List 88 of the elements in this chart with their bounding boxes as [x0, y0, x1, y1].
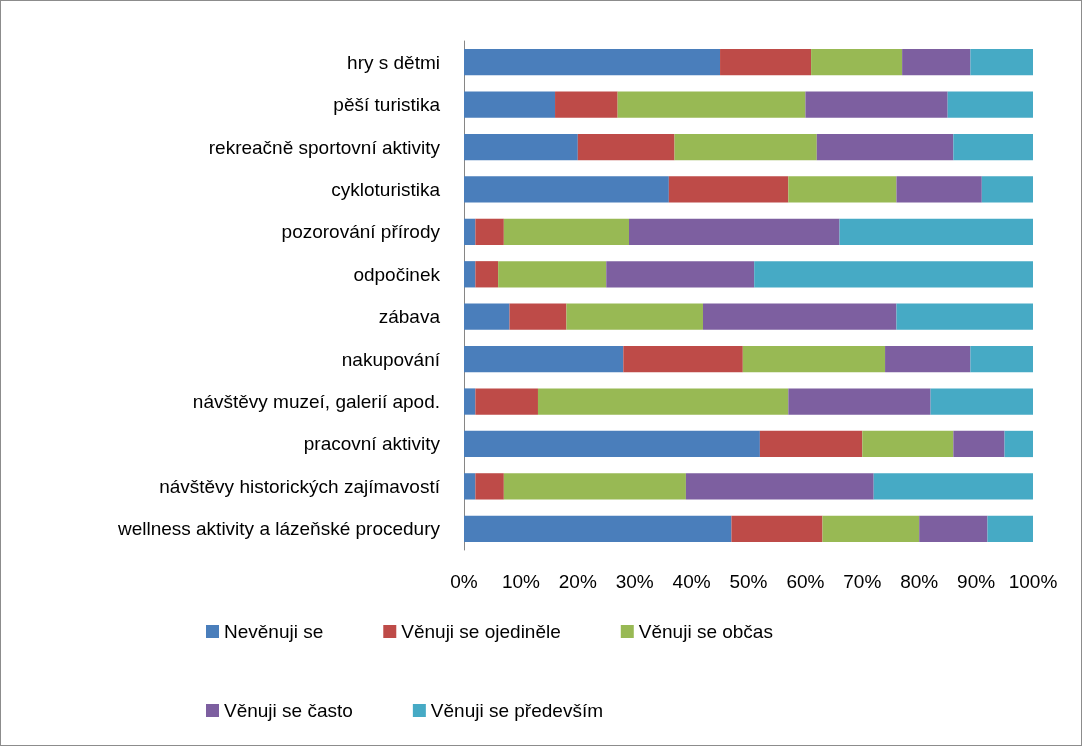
bar [464, 388, 476, 415]
bar [685, 473, 874, 500]
bar [759, 430, 863, 458]
bar [896, 176, 982, 203]
bar [953, 133, 1033, 161]
bar [606, 261, 755, 288]
bar [475, 473, 504, 500]
x-tick-label: 30% [615, 571, 654, 592]
y-tick-label: rekreačně sportovní aktivity [208, 136, 441, 158]
bar [668, 176, 789, 203]
legend-label: Věnuji se především [430, 700, 604, 721]
bar [947, 91, 1033, 118]
bar [464, 430, 760, 458]
x-tick-label: 40% [672, 571, 711, 592]
bar [987, 515, 1033, 542]
bar [731, 515, 823, 542]
bar [503, 473, 686, 500]
y-tick-label: pracovní aktivity [303, 433, 441, 455]
legend-label: Věnuji se ojediněle [401, 621, 561, 642]
bar [623, 345, 743, 373]
bar [930, 388, 1033, 415]
bar [805, 91, 948, 118]
y-tick-label: zábava [378, 306, 441, 328]
y-tick-label: hry s dětmi [347, 51, 440, 73]
bar [816, 133, 954, 161]
bar [981, 176, 1033, 203]
bar [970, 49, 1033, 76]
bar [862, 430, 954, 458]
bar [788, 176, 897, 203]
bar [464, 91, 556, 118]
bar [1004, 430, 1033, 458]
x-tick-label: 100% [1008, 571, 1058, 592]
bar [509, 303, 567, 330]
legend-label: Věnuji se často [224, 700, 353, 721]
bar [566, 303, 703, 330]
bar [537, 388, 789, 415]
bar [896, 303, 1033, 330]
bar [617, 91, 806, 118]
bar [475, 261, 499, 288]
bar [742, 345, 886, 373]
x-tick-label: 70% [843, 571, 882, 592]
bar [902, 49, 971, 76]
y-tick-label: návštěvy historických zajímavostí [159, 475, 441, 497]
x-tick-label: 20% [558, 571, 597, 592]
bar [822, 515, 920, 542]
y-tick-label: pozorování přírody [281, 221, 441, 243]
y-tick-label: pěší turistika [333, 94, 441, 116]
bar [839, 218, 1033, 246]
bar [555, 91, 618, 118]
bar [788, 388, 931, 415]
bar [919, 515, 988, 542]
bar [464, 176, 669, 203]
bar [953, 430, 1005, 458]
y-tick-label: odpočinek [353, 263, 441, 285]
bar [464, 218, 476, 246]
bar [464, 515, 732, 542]
bar [464, 345, 624, 373]
bar [577, 133, 675, 161]
bar [970, 345, 1033, 373]
legend-label: Věnuji se občas [638, 621, 773, 642]
y-tick-label: návštěvy muzeí, galerií apod. [192, 391, 440, 413]
x-tick-label: 60% [786, 571, 825, 592]
x-tick-label: 10% [501, 571, 541, 592]
bar [475, 218, 504, 246]
bar [674, 133, 817, 161]
x-tick-label: 50% [729, 571, 768, 592]
bar [503, 218, 630, 246]
bar [702, 303, 897, 330]
legend-label: Nevěnuji se [224, 621, 324, 642]
x-tick-label: 0% [450, 571, 478, 592]
y-tick-label: wellness aktivity a lázeňské procedury [116, 518, 441, 540]
x-tick-label: 90% [957, 571, 996, 592]
bar [475, 388, 538, 415]
bar [464, 49, 721, 76]
bar [885, 345, 971, 373]
bar [720, 49, 812, 76]
bar [498, 261, 607, 288]
bar [464, 473, 476, 500]
bar [754, 261, 1033, 288]
bar [629, 218, 840, 246]
y-tick-label: nakupování [341, 348, 441, 370]
bar [464, 261, 476, 288]
x-tick-label: 80% [900, 571, 939, 592]
y-tick-label: cykloturistika [331, 178, 441, 200]
bar [464, 133, 578, 161]
bar [464, 303, 510, 330]
bar [873, 473, 1033, 500]
bar [811, 49, 903, 76]
